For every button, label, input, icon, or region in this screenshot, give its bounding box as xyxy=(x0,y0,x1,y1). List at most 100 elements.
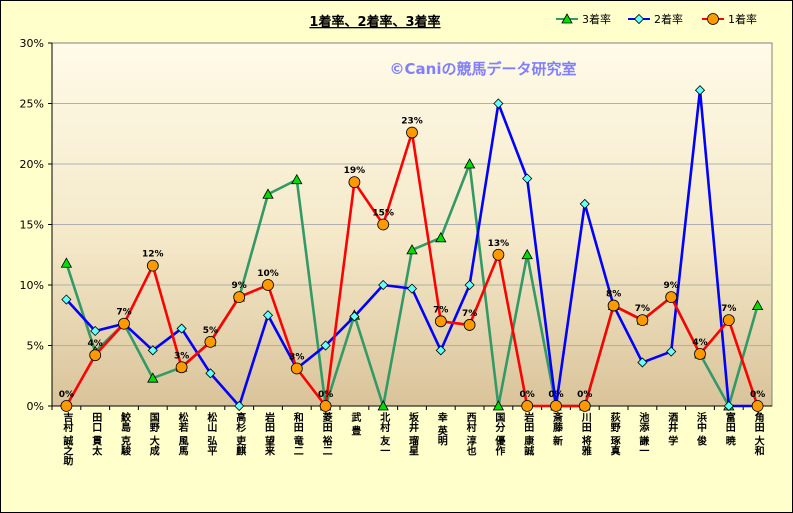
x-category-label: 松若 風馬 xyxy=(176,411,189,456)
data-label: 5% xyxy=(203,326,218,336)
circle-marker xyxy=(60,400,73,412)
x-category-label: 浜中 俊 xyxy=(695,411,707,446)
data-label: 0% xyxy=(520,390,535,400)
data-label: 7% xyxy=(462,309,477,319)
data-label: 7% xyxy=(635,304,650,314)
x-category-label: 松山 弘平 xyxy=(205,411,217,456)
data-label: 7% xyxy=(433,305,448,315)
diamond-marker xyxy=(633,13,645,25)
circle-marker xyxy=(434,315,447,328)
data-label: 13% xyxy=(488,239,510,249)
triangle-marker xyxy=(561,13,573,24)
x-category-label: 岩田 望来 xyxy=(263,411,276,456)
triangle-marker xyxy=(377,400,389,411)
circle-marker xyxy=(607,299,620,312)
diamond-marker xyxy=(234,400,245,412)
circle-marker xyxy=(550,400,562,412)
diamond-marker xyxy=(579,198,590,209)
y-tick-label: 15% xyxy=(20,219,44,232)
circle-marker xyxy=(348,176,361,189)
data-label: 3% xyxy=(289,352,304,362)
circle-marker xyxy=(377,218,390,231)
x-category-label: 北村 友一 xyxy=(378,411,390,456)
data-label: 8% xyxy=(606,290,621,300)
circle-marker xyxy=(751,400,764,412)
series-circle: 0% 4% 7% 12% 3% 5% 9% 10% 3% 0% 19% 15% 23% 7% 7% 13% 0%… xyxy=(59,117,765,412)
legend: 3着率 2着率 1着率 xyxy=(556,12,757,26)
data-label: 4% xyxy=(88,339,103,349)
diamond-marker xyxy=(464,279,475,291)
legend-label: 1着率 xyxy=(728,12,757,26)
diamond-marker xyxy=(723,400,734,412)
data-label: 0% xyxy=(318,390,333,400)
data-label: 23% xyxy=(401,117,423,127)
data-label: 0% xyxy=(59,390,74,400)
y-tick-label: 30% xyxy=(20,37,44,50)
circle-marker xyxy=(89,349,102,362)
triangle-marker xyxy=(262,188,274,199)
triangle-marker xyxy=(435,231,447,243)
y-tick-label: 25% xyxy=(20,98,44,111)
legend-label: 3着率 xyxy=(582,12,611,26)
diamond-marker xyxy=(378,279,389,291)
y-axis: 0% 5% 10% 15% 20% 25% 30% xyxy=(20,37,772,413)
circle-marker xyxy=(636,314,649,326)
diamond-marker xyxy=(61,294,72,305)
data-label: 19% xyxy=(344,166,366,176)
diamond-marker xyxy=(320,340,331,351)
data-label: 3% xyxy=(174,351,189,361)
circle-marker xyxy=(722,314,735,326)
x-category-label: 国分 優作 xyxy=(493,412,506,456)
data-label: 0% xyxy=(750,390,765,400)
diamond-marker xyxy=(147,345,158,356)
data-label: 9% xyxy=(664,281,679,291)
data-label: 12% xyxy=(142,250,164,260)
x-category-label: 坂井 瑠星 xyxy=(407,411,419,456)
legend-label: 2着率 xyxy=(654,12,683,26)
x-category-label: 和田 竜二 xyxy=(291,411,304,456)
x-category-label: 酒井 学 xyxy=(666,411,678,446)
triangle-marker xyxy=(60,257,73,268)
series-group: 0% 4% 7% 12% 3% 5% 9% 10% 3% 0% 19% 15% 23% 7% 7% 13% 0%… xyxy=(59,85,765,412)
x-category-label: 吉村 誠之助 xyxy=(61,411,73,466)
circle-marker xyxy=(233,291,246,304)
data-label: 7% xyxy=(116,308,131,318)
triangle-marker xyxy=(291,173,303,185)
diamond-marker xyxy=(406,283,418,294)
circle-marker xyxy=(146,259,159,272)
x-category-label: 荻野 琢真 xyxy=(608,411,620,456)
diamond-marker xyxy=(522,173,533,184)
triangle-marker xyxy=(147,372,159,383)
x-category-label: 西村 淳也 xyxy=(464,412,476,456)
y-tick-label: 0% xyxy=(27,400,44,413)
diamond-marker xyxy=(694,85,706,96)
x-category-label: 鮫島 克駿 xyxy=(119,411,131,456)
circle-marker xyxy=(665,291,678,304)
circle-marker xyxy=(175,361,188,374)
circle-marker xyxy=(463,319,476,331)
x-category-label: 田口 貫太 xyxy=(90,412,103,456)
diamond-marker xyxy=(262,310,274,321)
circle-marker xyxy=(262,279,274,291)
diamond-marker xyxy=(493,98,504,109)
x-axis: 吉村 誠之助 田口 貫太 鮫島 克駿 国野 大成 松若 風馬 松山 弘平 高杉 吏麒 岩田 望… xyxy=(51,406,765,466)
triangle-marker xyxy=(751,299,764,310)
x-category-label: 斎藤 新 xyxy=(551,411,563,446)
data-label: 4% xyxy=(692,338,707,348)
circle-marker xyxy=(204,335,217,348)
x-category-label: 川田 将雅 xyxy=(579,412,592,456)
diamond-marker xyxy=(349,311,360,322)
diamond-marker xyxy=(90,325,101,337)
diamond-marker xyxy=(666,346,677,357)
y-tick-label: 5% xyxy=(27,340,44,353)
x-category-label: 富田 暁 xyxy=(723,411,735,446)
diamond-marker xyxy=(205,368,216,379)
data-label: 9% xyxy=(232,281,247,291)
circle-marker xyxy=(118,317,130,330)
data-label: 10% xyxy=(257,269,279,279)
triangle-marker xyxy=(406,244,418,255)
diamond-marker xyxy=(176,323,187,334)
data-label: 15% xyxy=(372,209,394,219)
circle-marker xyxy=(707,13,719,25)
